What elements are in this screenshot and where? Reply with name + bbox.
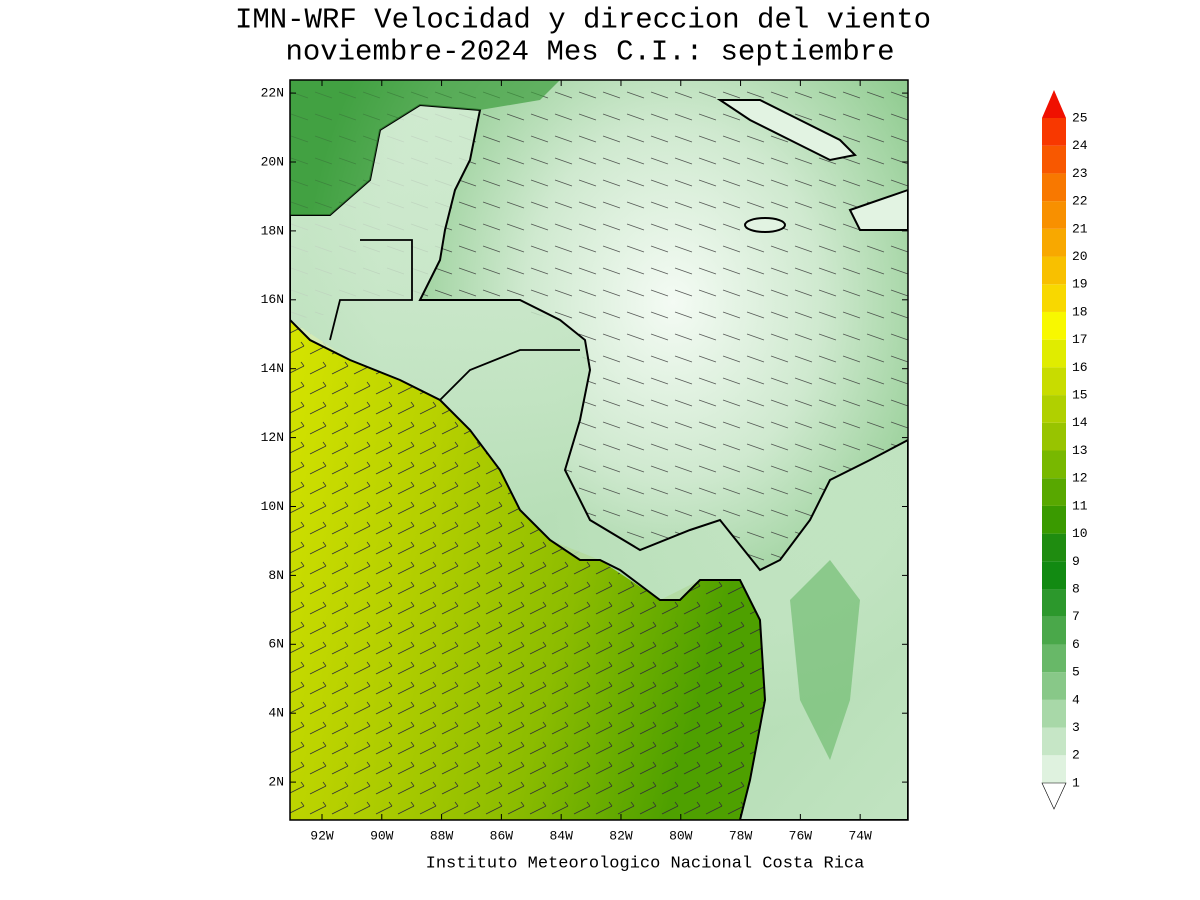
colorbar-label: 16 [1072,360,1088,375]
x-tick-label: 84W [549,828,573,843]
colorbar-arrow [1042,90,1066,118]
colorbar-label: 8 [1072,581,1080,596]
colorbar-label: 1 [1072,775,1080,790]
y-tick-label: 16N [261,292,284,307]
colorbar-label: 25 [1072,110,1088,125]
andes [790,560,860,760]
y-tick-label: 2N [268,775,284,790]
x-tick-label: 82W [609,828,633,843]
colorbar-label: 5 [1072,665,1080,680]
colorbar-swatch [1042,505,1066,534]
map-frame [289,79,909,821]
y-tick-label: 18N [261,223,284,238]
colorbar-swatch [1042,450,1066,479]
x-tick-label: 74W [848,828,872,843]
gulf [290,80,560,215]
colorbar-label: 14 [1072,415,1088,430]
colorbar-tail [1041,782,1067,810]
map [290,80,908,820]
y-tick-label: 14N [261,361,284,376]
colorbar-swatch [1042,561,1066,590]
colorbar-label: 23 [1072,166,1088,181]
cuba [716,99,858,162]
colorbar-swatch [1042,422,1066,451]
land [290,103,908,820]
jamaica [744,217,786,233]
colorbar-label: 6 [1072,637,1080,652]
colorbar-label: 2 [1072,748,1080,763]
colorbar-swatch [1042,644,1066,673]
title-line: IMN-WRF Velocidad y direccion del viento [235,4,931,37]
colorbar-label: 11 [1072,498,1088,513]
colorbar-label: 7 [1072,609,1080,624]
colorbar-swatch [1042,145,1066,174]
colorbar-swatch [1042,589,1066,617]
y-tick-label: 4N [268,706,284,721]
title-line: noviembre-2024 Mes C.I.: septiembre [285,36,894,69]
colorbar-label: 18 [1072,304,1088,319]
colorbar-label: 12 [1072,471,1088,486]
colorbar-swatch [1042,395,1066,423]
x-tick-label: 90W [370,828,394,843]
colorbar-label: 19 [1072,277,1088,292]
borders [329,239,580,401]
y-tick-label: 8N [268,568,284,583]
colorbar-swatch [1042,339,1066,368]
colorbar-swatch [1042,173,1066,202]
colorbar-swatch [1042,727,1066,756]
x-tick-label: 86W [490,828,514,843]
colorbar-swatch [1042,672,1066,700]
colorbar-label: 4 [1072,692,1080,707]
x-tick-label: 80W [669,828,693,843]
colorbar-label: 10 [1072,526,1088,541]
colorbar-label: 13 [1072,443,1088,458]
colorbar-swatch [1042,284,1066,312]
colorbar-swatch [1042,533,1066,562]
y-tick-label: 12N [261,430,284,445]
colorbar-label: 9 [1072,554,1080,569]
y-tick-label: 10N [261,499,284,514]
hispaniola [848,188,908,231]
colorbar-label: 21 [1072,221,1088,236]
y-tick-label: 20N [261,154,284,169]
colorbar-label: 17 [1072,332,1088,347]
footer: Instituto Meteorologico Nacional Costa R… [426,854,865,873]
y-tick-label: 6N [268,637,284,652]
colorbar-label: 15 [1072,388,1088,403]
wind-barbs [290,320,765,820]
x-tick-label: 92W [310,828,334,843]
colorbar-swatch [1042,311,1066,340]
colorbar-swatch [1042,478,1066,506]
colorbar-swatch [1042,755,1066,783]
y-tick-label: 22N [261,86,284,101]
colorbar-swatch [1042,118,1066,146]
colorbar-label: 22 [1072,194,1088,209]
colorbar-swatch [1042,367,1066,396]
x-tick-label: 88W [430,828,454,843]
colorbar-label: 24 [1072,138,1088,153]
x-tick-label: 78W [729,828,753,843]
colorbar-label: 3 [1072,720,1080,735]
colorbar-swatch [1042,201,1066,229]
colorbar-label: 20 [1072,249,1088,264]
colorbar-swatch [1042,699,1066,728]
x-tick-label: 76W [789,828,813,843]
colorbar-swatch [1042,228,1066,257]
colorbar-swatch [1042,616,1066,645]
colorbar-swatch [1042,256,1066,285]
